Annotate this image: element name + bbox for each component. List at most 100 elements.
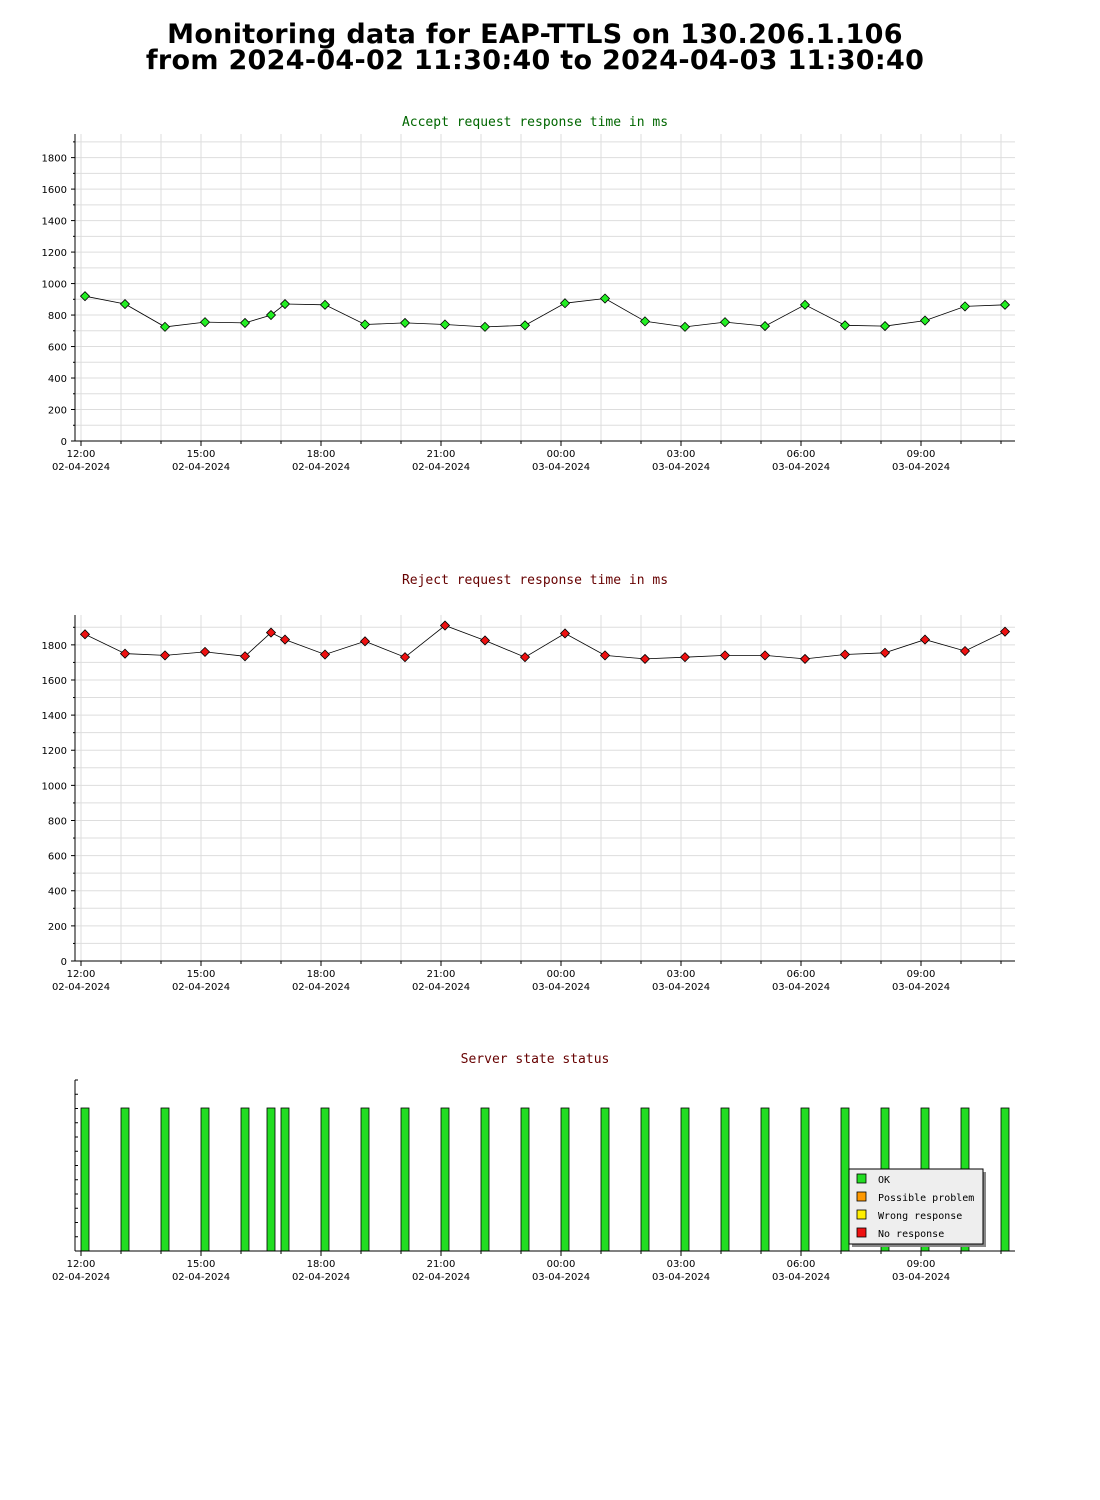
data-point	[919, 634, 931, 645]
status-bar	[266, 1107, 276, 1252]
data-point	[999, 299, 1011, 310]
x-tick-label-date: 02-04-2024	[412, 1272, 470, 1283]
x-tick-label-date: 03-04-2024	[532, 982, 590, 993]
y-tick-label: 1200	[42, 746, 67, 757]
y-tick-label: 1400	[42, 217, 67, 228]
y-tick-label: 1600	[42, 185, 67, 196]
status-bar	[840, 1107, 850, 1252]
data-point	[879, 321, 891, 332]
x-tick-label-date: 03-04-2024	[892, 982, 950, 993]
x-tick-label-time: 03:00	[667, 969, 696, 980]
y-tick-label: 1000	[42, 781, 67, 792]
x-tick-label-time: 21:00	[427, 449, 456, 460]
y-tick-label: 400	[48, 374, 67, 385]
data-point	[559, 298, 571, 309]
data-point	[639, 653, 651, 664]
y-tick-label: 800	[48, 311, 67, 322]
data-point	[319, 649, 331, 660]
x-tick-label-time: 15:00	[187, 1259, 216, 1270]
status-bar	[560, 1107, 570, 1252]
x-tick-label-time: 18:00	[307, 969, 336, 980]
status-bar	[1000, 1107, 1010, 1252]
x-tick-label-time: 18:00	[307, 1259, 336, 1270]
x-tick-label-time: 12:00	[67, 969, 96, 980]
y-tick-label: 600	[48, 852, 67, 863]
data-point	[839, 649, 851, 660]
x-tick-label-time: 09:00	[907, 1259, 936, 1270]
accept-response-chart: Accept request response time in ms12:000…	[42, 115, 1015, 473]
x-tick-label-time: 00:00	[547, 449, 576, 460]
x-tick-label-date: 02-04-2024	[412, 462, 470, 473]
data-point	[679, 652, 691, 663]
x-tick-label-date: 03-04-2024	[772, 462, 830, 473]
status-bar	[160, 1107, 170, 1252]
y-tick-label: 1000	[42, 280, 67, 291]
status-bar	[120, 1107, 130, 1252]
x-tick-label-date: 02-04-2024	[292, 462, 350, 473]
y-tick-label: 1400	[42, 711, 67, 722]
x-tick-label-date: 03-04-2024	[772, 1272, 830, 1283]
status-bar	[800, 1107, 810, 1252]
legend-label: Wrong response	[878, 1211, 962, 1222]
x-tick-label-time: 15:00	[187, 969, 216, 980]
title-line-1: Monitoring data for EAP-TTLS on 130.206.…	[167, 19, 903, 50]
y-tick-label: 200	[48, 406, 67, 417]
legend-box	[848, 1168, 984, 1245]
data-point	[959, 301, 971, 312]
y-tick-label: 1800	[42, 154, 67, 165]
legend-swatch	[856, 1191, 867, 1202]
x-tick-label-time: 15:00	[187, 449, 216, 460]
title-line-2: from 2024-04-02 11:30:40 to 2024-04-03 1…	[145, 45, 925, 76]
legend-swatch	[856, 1173, 867, 1184]
chart-title: Server state status	[461, 1052, 610, 1067]
status-bar	[400, 1107, 410, 1252]
x-tick-label-date: 02-04-2024	[52, 462, 110, 473]
data-point	[919, 315, 931, 326]
y-tick-label: 600	[48, 343, 67, 354]
x-tick-label-time: 12:00	[67, 449, 96, 460]
series-line	[84, 625, 1006, 660]
status-bar	[320, 1107, 330, 1252]
data-point	[719, 650, 731, 661]
x-tick-label-time: 03:00	[667, 449, 696, 460]
y-tick-label: 1800	[42, 641, 67, 652]
reject-response-chart: Reject request response time in ms12:000…	[42, 573, 1015, 993]
data-point	[79, 291, 91, 302]
x-tick-label-date: 02-04-2024	[52, 982, 110, 993]
x-tick-label-date: 02-04-2024	[292, 1272, 350, 1283]
x-tick-label-time: 09:00	[907, 969, 936, 980]
page-title: Monitoring data for EAP-TTLS on 130.206.…	[0, 19, 1070, 76]
data-point	[999, 626, 1011, 637]
data-point	[639, 316, 651, 327]
legend-swatch	[856, 1209, 867, 1220]
data-point	[959, 645, 971, 657]
data-point	[599, 293, 611, 304]
x-tick-label-date: 03-04-2024	[892, 1272, 950, 1283]
x-tick-label-time: 18:00	[307, 449, 336, 460]
y-tick-label: 800	[48, 816, 67, 827]
data-point	[119, 298, 131, 310]
status-bar	[480, 1107, 490, 1252]
data-point	[479, 635, 491, 646]
data-point	[399, 652, 411, 663]
x-tick-label-date: 03-04-2024	[652, 1272, 710, 1283]
status-bar	[240, 1107, 250, 1252]
x-tick-label-date: 03-04-2024	[652, 982, 710, 993]
data-point	[265, 627, 277, 638]
x-tick-label-date: 02-04-2024	[52, 1272, 110, 1283]
status-bar	[720, 1107, 730, 1252]
data-point	[119, 648, 131, 659]
data-point	[839, 320, 851, 331]
data-point	[439, 620, 451, 631]
data-point	[719, 317, 731, 328]
x-tick-label-time: 21:00	[427, 1259, 456, 1270]
data-point	[479, 321, 491, 332]
x-tick-label-date: 03-04-2024	[532, 462, 590, 473]
status-bar	[440, 1107, 450, 1252]
x-tick-label-date: 03-04-2024	[652, 462, 710, 473]
status-bar	[600, 1107, 610, 1252]
data-point	[559, 628, 571, 639]
data-point	[519, 652, 531, 663]
x-tick-label-time: 03:00	[667, 1259, 696, 1270]
status-bar	[80, 1107, 90, 1252]
